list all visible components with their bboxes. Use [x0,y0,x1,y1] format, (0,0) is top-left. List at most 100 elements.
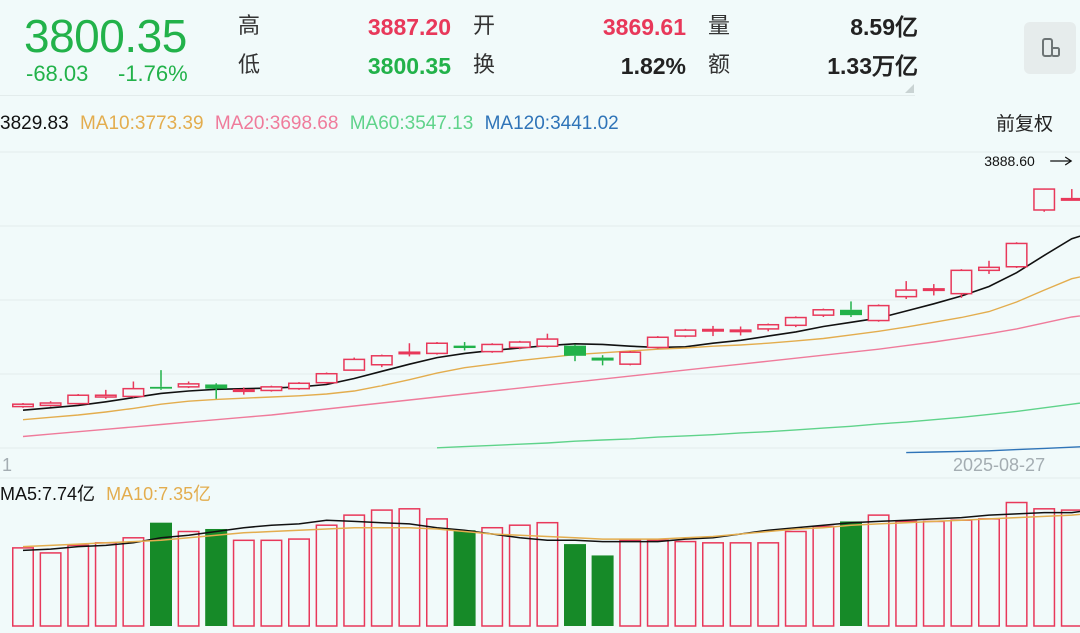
candle [840,301,862,317]
candle [205,383,228,399]
volume-bar [1005,501,1028,627]
candle [674,328,697,338]
ma5-value: 3829.83 [0,113,69,134]
stat-label-turnover: 换 [473,53,496,78]
candle [1060,189,1080,201]
volume-bar [591,555,614,626]
volume-bar [426,518,448,627]
volume-bar [508,524,531,627]
ma5-line [22,235,1080,411]
stat-value-turnover: 1.82% [620,53,686,79]
candle [978,260,1000,274]
volume-bar [122,537,145,627]
stat-value-volume: 8.59亿 [850,14,918,40]
volume-bar [1033,508,1056,627]
candle [564,344,586,362]
volume-bar [757,542,780,627]
volume-bar [94,542,117,627]
candle [232,387,255,395]
ma20-value: MA20:3698.68 [214,113,339,134]
candle [315,372,338,384]
volume-bar [260,539,283,627]
ma120-line [906,446,1080,454]
candle [1005,242,1028,268]
candle [729,326,752,336]
candle [122,381,145,398]
candle [895,281,918,300]
candle [370,354,393,368]
volume-bar [564,544,586,626]
volume-ma10-value: MA10:7.35亿 [106,484,212,504]
volume-bar [536,521,559,627]
ma10-line [22,276,1080,421]
volume-bar [812,525,835,627]
volume-legend: MA5:7.74亿 MA10:7.35亿 [0,483,217,505]
ma-lines [22,235,1080,454]
volume-bar [867,514,890,627]
candle [398,343,421,357]
ma-legend: 3829.83 MA10:3773.39 MA20:3698.68 MA60:3… [0,112,625,136]
candles [12,188,1080,408]
candle [619,351,642,366]
ma60-value: MA60:3547.13 [349,113,474,134]
volume-ma5-line [22,510,1080,552]
end-date-label: 2025-08-27 [953,455,1046,475]
price-change-percent: -1.76% [118,61,188,86]
price-change: -68.03 [26,61,89,86]
candle [94,389,117,399]
volume-bar [453,530,476,626]
candle [922,284,945,296]
volume-bar [950,519,973,627]
stat-label-amount: 额 [708,53,731,78]
volume-bar [398,508,421,627]
volume-bar [1060,509,1080,627]
volume-bar [702,542,724,627]
ma10-value: MA10:3773.39 [79,113,204,134]
volume-bar [922,520,945,627]
volume-bar [67,544,90,627]
candle [646,336,669,349]
candle [260,385,283,392]
max-price-label: 3888.60 [984,153,1035,169]
volume-bar [978,518,1000,627]
candle [343,357,366,371]
volume-bar [674,540,697,627]
candle [508,340,531,350]
screen-orientation-button[interactable] [1024,22,1076,74]
volume-bar [205,528,228,626]
expand-corner-icon[interactable] [905,84,914,93]
candle [426,342,448,355]
volume-ma-lines [22,510,1080,552]
candle [1033,188,1056,212]
volume-bar [177,530,200,627]
candle [591,355,614,366]
price-adjust-button[interactable]: 前复权 [996,113,1054,135]
stat-value-high: 3887.20 [367,14,451,40]
candle [867,304,890,322]
stat-value-low: 3800.35 [367,53,451,79]
candle [784,316,807,328]
volume-bar [729,542,752,627]
candle [288,382,310,390]
candle [12,403,34,408]
volume-bar [150,522,172,626]
volume-bar [646,539,669,627]
volume-bar [315,524,338,627]
candle [702,325,724,337]
volume-bar [370,509,393,627]
candle [177,381,200,389]
volume-bar [619,539,642,627]
volume-bar [39,552,62,627]
candle [481,343,504,353]
header-divider [0,95,915,96]
stat-label-volume: 量 [708,14,731,39]
candle [150,370,172,390]
volume-bar [481,526,504,627]
ma60-line [436,402,1080,449]
volume-bars [12,501,1080,627]
stat-label-low: 低 [238,53,261,78]
volume-bar [895,520,918,627]
stat-label-open: 开 [473,14,496,39]
candle [39,401,62,407]
